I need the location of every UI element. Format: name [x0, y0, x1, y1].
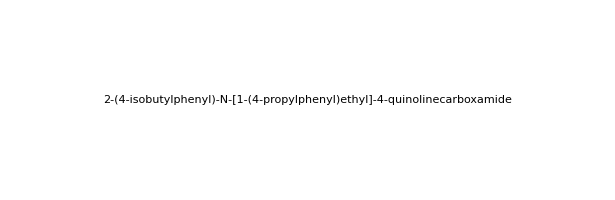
Text: 2-(4-isobutylphenyl)-N-[1-(4-propylphenyl)ethyl]-4-quinolinecarboxamide: 2-(4-isobutylphenyl)-N-[1-(4-propylpheny…: [103, 95, 512, 105]
